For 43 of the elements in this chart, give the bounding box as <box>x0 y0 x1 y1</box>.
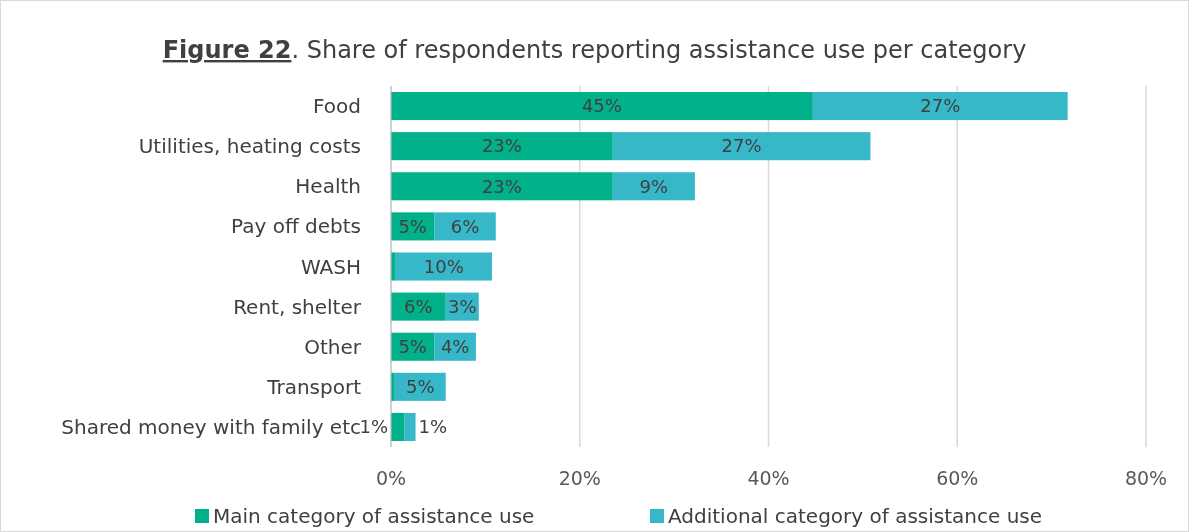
x-tick-label: 40% <box>747 466 790 489</box>
data-label: 1% <box>359 416 388 438</box>
data-label: 27% <box>920 95 961 117</box>
y-tick-label: Other <box>304 334 362 359</box>
bar <box>395 252 492 281</box>
x-tick-label: 0% <box>375 466 407 489</box>
y-tick-label: Health <box>295 174 361 199</box>
y-tick-label: Rent, shelter <box>233 294 362 319</box>
y-tick-label: WASH <box>300 254 361 279</box>
x-tick-label: 80% <box>1124 466 1168 489</box>
data-label: 5% <box>405 376 435 398</box>
x-tick-label: 20% <box>558 466 601 489</box>
x-tick-label: 60% <box>936 466 979 489</box>
y-tick-label: Utilities, heating costs <box>138 134 361 159</box>
bar <box>391 92 813 121</box>
y-tick-label: Food <box>313 94 361 119</box>
bar <box>391 132 613 161</box>
data-label: 5% <box>398 215 427 237</box>
bar <box>391 412 405 441</box>
data-label: 6% <box>404 295 433 317</box>
data-label: 23% <box>481 175 522 197</box>
bar <box>391 172 613 201</box>
data-label: 6% <box>450 215 480 237</box>
bar <box>612 172 695 201</box>
y-tick-label: Transport <box>266 374 362 399</box>
legend-label: Additional category of assistance use <box>668 504 1043 528</box>
chart-title: Figure 22. Share of respondents reporting assistance use per category <box>162 36 1027 64</box>
bar <box>434 212 496 241</box>
y-tick-label: Pay off debts <box>231 214 361 239</box>
data-label: 10% <box>423 255 464 277</box>
data-label: 27% <box>721 135 762 157</box>
bar <box>612 132 871 161</box>
legend-label: Main category of assistance use <box>213 504 535 528</box>
y-tick-label: Shared money with family etc <box>61 414 361 439</box>
data-label: 3% <box>447 295 477 317</box>
data-label: 4% <box>440 336 470 358</box>
bar <box>404 412 416 441</box>
data-label: 1% <box>418 416 448 438</box>
data-label: 23% <box>481 135 522 157</box>
data-label: 45% <box>581 95 622 117</box>
data-label: 5% <box>398 336 427 358</box>
bar <box>812 92 1068 121</box>
data-label: 9% <box>639 175 669 197</box>
